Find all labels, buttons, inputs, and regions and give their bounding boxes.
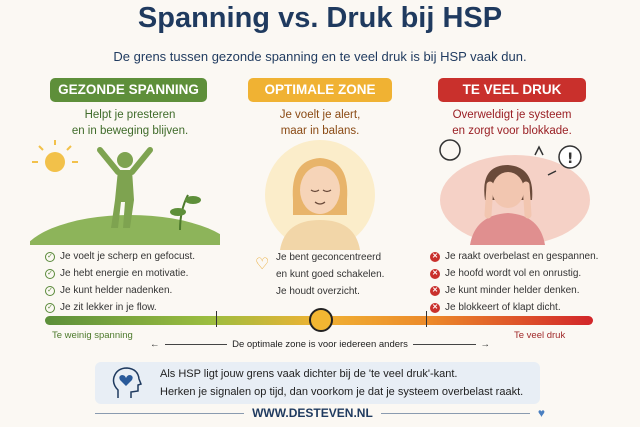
- x-circle-icon: ✕: [430, 285, 440, 296]
- stressed-person-illustration: !: [439, 139, 590, 245]
- item-text: Je voelt je scherp en gefocust.: [60, 251, 196, 262]
- check-circle-icon: ✓: [45, 285, 55, 296]
- scale-left-label: Te weinig spanning: [52, 330, 133, 341]
- head-heart-icon: [112, 367, 142, 398]
- optimal-zone-note: ← De optimale zone is voor iedereen ande…: [150, 339, 490, 350]
- scribble-icon: [439, 139, 461, 161]
- desc-line: maar in balans.: [280, 125, 360, 137]
- exclamation-bubble-icon: [558, 145, 582, 169]
- scale-right-label: Te veel druk: [514, 330, 566, 341]
- desc-optimale-zone: Je voelt je alert, maar in balans.: [220, 107, 420, 139]
- arrow-right-icon: →: [480, 339, 491, 350]
- check-circle-icon: ✓: [45, 268, 55, 279]
- list-item: ✕ Je kunt minder helder denken.: [430, 282, 598, 299]
- desc-line: en in beweging blijven.: [71, 125, 189, 137]
- scale-tick: [216, 311, 217, 327]
- desc-line: Je voelt je alert,: [279, 109, 361, 121]
- item-text: Je raakt overbelast en gespannen.: [445, 251, 599, 262]
- list-item: ✓ Je zit lekker in je flow.: [45, 299, 195, 316]
- sun-icon: [45, 152, 65, 172]
- footer: WWW.DESTEVEN.NL ♥: [95, 406, 545, 420]
- badge-gezonde-spanning: GEZONDE SPANNING: [50, 78, 207, 102]
- list-optimale-zone: Je bent geconcentreerd en kunt goed scha…: [276, 249, 384, 300]
- website-link[interactable]: WWW.DESTEVEN.NL: [252, 406, 373, 420]
- scale-tick: [426, 311, 427, 327]
- desc-gezonde-spanning: Helpt je presteren en in beweging blijven…: [30, 107, 230, 139]
- optimal-zone-marker: [309, 308, 333, 332]
- x-circle-icon: ✕: [430, 302, 440, 313]
- energetic-person-illustration: [30, 140, 220, 245]
- divider: [412, 344, 476, 345]
- list-item: ✕ Je blokkeert of klapt dicht.: [430, 299, 598, 316]
- heart-icon: ♡: [255, 254, 270, 273]
- calm-person-illustration: [265, 140, 375, 250]
- x-circle-icon: ✕: [430, 268, 440, 279]
- list-item: Je houdt overzicht.: [276, 286, 360, 297]
- list-item: ✓ Je voelt je scherp en gefocust.: [45, 248, 195, 265]
- item-text: Je blokkeert of klapt dicht.: [445, 302, 561, 313]
- list-item: ✓ Je kunt helder nadenken.: [45, 282, 195, 299]
- svg-text:!: !: [567, 151, 573, 167]
- divider: [95, 412, 245, 414]
- badge-te-veel-druk: TE VEEL DRUK: [438, 78, 586, 102]
- check-circle-icon: ✓: [45, 302, 55, 313]
- x-circle-icon: ✕: [430, 251, 440, 262]
- desc-line: Helpt je presteren: [84, 109, 176, 121]
- item-text: Je kunt minder helder denken.: [445, 285, 580, 296]
- subtitle: De grens tussen gezonde spanning en te v…: [113, 49, 527, 64]
- list-item: ✓ Je hebt energie en motivatie.: [45, 265, 195, 282]
- arrow-left-icon: ←: [150, 339, 160, 350]
- list-te-veel-druk: ✕ Je raakt overbelast en gespannen. ✕ Je h…: [430, 248, 598, 316]
- page-title: Spanning vs. Druk bij HSP: [137, 2, 503, 34]
- desc-line: Overweldigt je systeem: [452, 109, 572, 121]
- list-item: ✕ Je hoofd wordt vol en onrustig.: [430, 265, 598, 282]
- list-item: Je bent geconcentreerd: [276, 252, 382, 263]
- heart-icon: ♥: [537, 406, 546, 420]
- divider: [164, 344, 228, 345]
- item-text: Je zit lekker in je flow.: [60, 302, 157, 313]
- list-gezonde-spanning: ✓ Je voelt je scherp en gefocust. ✓ Je heb…: [45, 248, 195, 316]
- info-box: Als HSP ligt jouw grens vaak dichter bij…: [95, 362, 540, 404]
- item-text: Je hebt energie en motivatie.: [60, 268, 189, 279]
- list-item: ✕ Je raakt overbelast en gespannen.: [430, 248, 598, 265]
- check-circle-icon: ✓: [45, 251, 55, 262]
- info-line: Herken je signalen op tijd, dan voorkom …: [160, 386, 524, 398]
- divider: [380, 412, 530, 414]
- list-item: en kunt goed schakelen.: [276, 269, 385, 280]
- badge-optimale-zone: OPTIMALE ZONE: [248, 78, 392, 102]
- desc-te-veel-druk: Overweldigt je systeem en zorgt voor blok…: [412, 107, 612, 139]
- item-text: Je hoofd wordt vol en onrustig.: [445, 268, 582, 279]
- item-text: Je kunt helder nadenken.: [60, 285, 173, 296]
- desc-line: en zorgt voor blokkade.: [452, 125, 572, 137]
- info-line: Als HSP ligt jouw grens vaak dichter bij…: [160, 368, 458, 380]
- note-text: De optimale zone is voor iedereen anders: [232, 339, 408, 350]
